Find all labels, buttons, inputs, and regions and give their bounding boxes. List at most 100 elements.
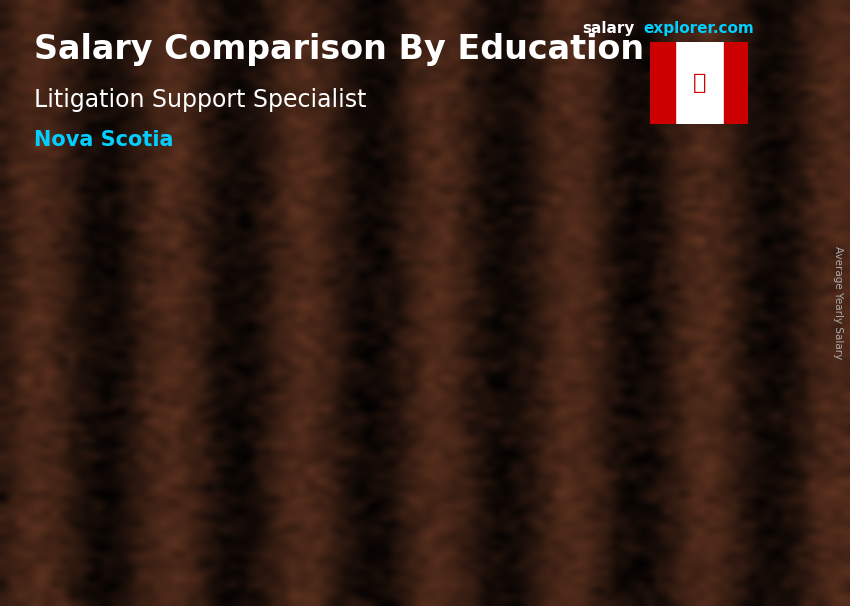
Bar xyxy=(365,488,460,491)
Bar xyxy=(365,395,460,398)
Bar xyxy=(137,403,232,405)
Bar xyxy=(365,431,460,435)
Bar xyxy=(723,42,748,124)
Text: salary: salary xyxy=(582,21,635,36)
Bar xyxy=(365,398,460,401)
Bar xyxy=(365,425,460,428)
FancyArrowPatch shape xyxy=(432,202,615,301)
Bar xyxy=(592,333,688,337)
Bar xyxy=(592,253,688,257)
Bar xyxy=(592,315,688,319)
Bar xyxy=(592,355,688,359)
Text: Bachelor's
Degree: Bachelor's Degree xyxy=(360,521,465,563)
Bar xyxy=(137,408,232,410)
Bar xyxy=(365,354,460,357)
Bar xyxy=(137,386,232,388)
Bar xyxy=(592,461,688,466)
Bar xyxy=(365,376,460,379)
Bar xyxy=(137,453,232,456)
Bar xyxy=(592,350,688,355)
Text: +43%: +43% xyxy=(473,160,580,193)
Bar xyxy=(365,310,460,313)
Bar xyxy=(137,475,232,478)
Bar xyxy=(365,456,460,459)
Bar xyxy=(137,420,232,422)
Text: explorer.com: explorer.com xyxy=(643,21,754,36)
Bar xyxy=(365,469,460,472)
Bar xyxy=(592,421,688,426)
Bar xyxy=(365,453,460,456)
Bar xyxy=(137,393,232,396)
Text: 107,000 CAD: 107,000 CAD xyxy=(89,325,198,343)
Bar xyxy=(592,484,688,488)
Bar xyxy=(137,413,232,415)
Bar xyxy=(592,399,688,404)
Bar xyxy=(365,323,460,326)
Bar xyxy=(681,231,688,497)
Bar xyxy=(365,370,460,373)
Bar xyxy=(137,482,232,485)
Bar xyxy=(137,463,232,465)
Bar xyxy=(365,444,460,447)
Bar xyxy=(137,422,232,425)
Bar xyxy=(137,446,232,448)
Bar xyxy=(365,351,460,354)
Bar xyxy=(592,279,688,284)
Bar xyxy=(137,398,232,401)
Bar xyxy=(137,492,232,494)
Bar xyxy=(137,396,232,398)
Bar xyxy=(592,417,688,421)
Bar xyxy=(137,427,232,430)
Bar xyxy=(137,374,232,376)
Text: 197,000 CAD: 197,000 CAD xyxy=(544,203,654,221)
Bar xyxy=(592,448,688,453)
Bar xyxy=(365,338,460,341)
Bar xyxy=(592,342,688,346)
Bar xyxy=(365,379,460,382)
Bar xyxy=(137,401,232,403)
Bar xyxy=(365,367,460,370)
Bar xyxy=(592,474,688,479)
Bar xyxy=(137,376,232,379)
Bar xyxy=(365,494,460,497)
Bar xyxy=(365,428,460,431)
Bar xyxy=(365,463,460,466)
Bar xyxy=(592,231,598,497)
Bar xyxy=(137,425,232,427)
Bar xyxy=(137,418,232,420)
Bar xyxy=(137,461,232,463)
Text: Certificate or
Diploma: Certificate or Diploma xyxy=(117,521,252,563)
Bar xyxy=(592,444,688,448)
Bar xyxy=(137,456,232,458)
Bar xyxy=(592,244,688,248)
Bar xyxy=(365,329,460,332)
Bar xyxy=(137,451,232,453)
Bar xyxy=(137,487,232,490)
Bar xyxy=(592,346,688,350)
Bar xyxy=(137,458,232,461)
Bar xyxy=(365,459,460,463)
Bar xyxy=(592,439,688,444)
Bar xyxy=(365,373,460,376)
Bar xyxy=(592,364,688,368)
Bar xyxy=(137,470,232,473)
Bar xyxy=(365,385,460,388)
Bar xyxy=(365,481,460,484)
Bar xyxy=(226,352,232,497)
Bar xyxy=(137,485,232,487)
Bar xyxy=(137,478,232,480)
Text: 🍁: 🍁 xyxy=(693,73,706,93)
Bar xyxy=(365,438,460,441)
Bar xyxy=(592,231,688,235)
Bar xyxy=(365,466,460,469)
Bar xyxy=(453,310,460,497)
Bar xyxy=(137,371,232,374)
Bar xyxy=(137,352,143,497)
Bar xyxy=(365,472,460,475)
Bar xyxy=(592,373,688,377)
Bar xyxy=(137,362,232,364)
Bar xyxy=(592,302,688,306)
Bar xyxy=(137,357,232,359)
Bar xyxy=(592,408,688,413)
Bar xyxy=(365,357,460,360)
